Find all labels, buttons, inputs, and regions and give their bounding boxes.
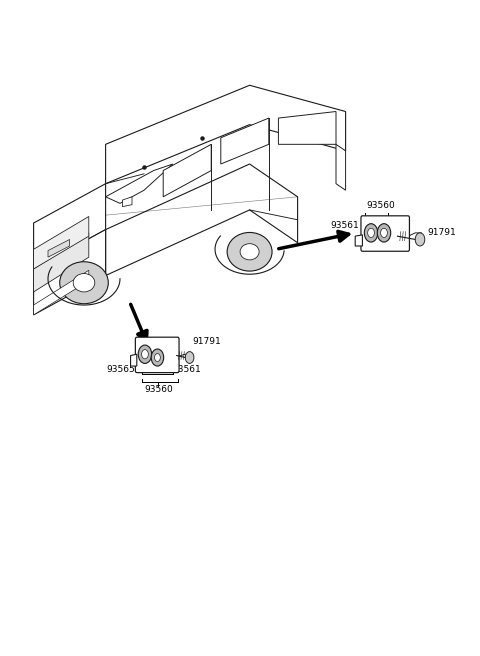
Polygon shape <box>34 216 89 269</box>
Circle shape <box>138 345 152 363</box>
Polygon shape <box>106 85 346 184</box>
Circle shape <box>185 352 194 363</box>
Polygon shape <box>34 233 89 292</box>
Ellipse shape <box>240 243 259 260</box>
Polygon shape <box>336 144 346 190</box>
Polygon shape <box>106 164 173 203</box>
Polygon shape <box>163 144 211 197</box>
Polygon shape <box>122 197 132 207</box>
Polygon shape <box>34 230 106 315</box>
FancyBboxPatch shape <box>135 337 179 373</box>
Text: 93561: 93561 <box>331 220 360 230</box>
FancyBboxPatch shape <box>361 216 409 251</box>
Circle shape <box>151 349 164 366</box>
Circle shape <box>155 354 160 361</box>
Polygon shape <box>355 235 362 246</box>
Text: 93560: 93560 <box>144 385 173 394</box>
Polygon shape <box>48 239 70 257</box>
Polygon shape <box>34 184 106 269</box>
Text: 91791: 91791 <box>192 337 221 346</box>
Circle shape <box>142 350 148 359</box>
Circle shape <box>381 228 387 237</box>
Polygon shape <box>278 112 336 144</box>
Text: 93561: 93561 <box>173 365 202 375</box>
Polygon shape <box>131 354 137 366</box>
Circle shape <box>377 224 391 242</box>
Polygon shape <box>221 118 269 164</box>
Text: 93565: 93565 <box>366 220 395 230</box>
Circle shape <box>368 228 374 237</box>
Circle shape <box>415 233 425 246</box>
Ellipse shape <box>60 262 108 304</box>
Polygon shape <box>106 164 298 276</box>
Circle shape <box>364 224 378 242</box>
Ellipse shape <box>73 274 95 292</box>
Text: 93565: 93565 <box>107 365 135 375</box>
Polygon shape <box>34 270 89 315</box>
Text: 91791: 91791 <box>427 228 456 237</box>
Ellipse shape <box>227 232 272 271</box>
Text: 93560: 93560 <box>366 201 395 210</box>
